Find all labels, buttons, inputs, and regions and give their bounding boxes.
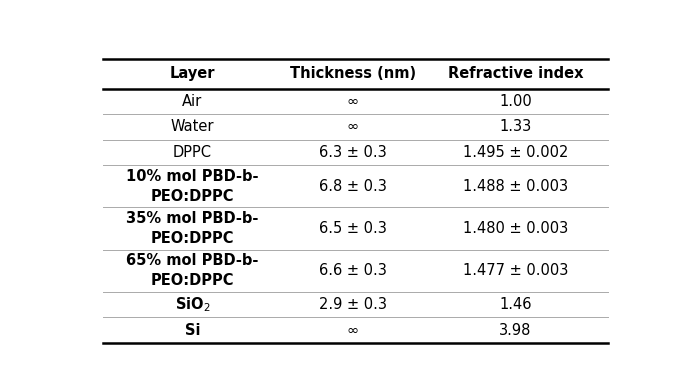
Text: Thickness (nm): Thickness (nm) [290,66,416,81]
Text: 65% mol PBD-b-
PEO:DPPC: 65% mol PBD-b- PEO:DPPC [126,253,258,288]
Text: DPPC: DPPC [173,145,212,160]
Text: 10% mol PBD-b-
PEO:DPPC: 10% mol PBD-b- PEO:DPPC [126,169,258,204]
Text: ∞: ∞ [346,119,359,134]
Text: ∞: ∞ [346,323,359,338]
Text: 1.495 ± 0.002: 1.495 ± 0.002 [463,145,568,160]
Text: 6.6 ± 0.3: 6.6 ± 0.3 [319,263,387,278]
Text: 2.9 ± 0.3: 2.9 ± 0.3 [319,297,387,312]
Text: ∞: ∞ [346,94,359,109]
Text: 1.477 ± 0.003: 1.477 ± 0.003 [463,263,568,278]
Text: 6.8 ± 0.3: 6.8 ± 0.3 [319,179,387,194]
Text: 1.46: 1.46 [499,297,532,312]
Text: Air: Air [182,94,202,109]
Text: 1.00: 1.00 [499,94,532,109]
Text: 3.98: 3.98 [499,323,532,338]
Text: 6.3 ± 0.3: 6.3 ± 0.3 [319,145,387,160]
Text: 1.33: 1.33 [500,119,532,134]
Text: SiO$_2$: SiO$_2$ [175,295,210,314]
Text: Water: Water [170,119,214,134]
Text: Layer: Layer [170,66,215,81]
Text: 35% mol PBD-b-
PEO:DPPC: 35% mol PBD-b- PEO:DPPC [126,211,258,246]
Text: 6.5 ± 0.3: 6.5 ± 0.3 [319,221,387,236]
Text: Refractive index: Refractive index [448,66,584,81]
Text: 1.488 ± 0.003: 1.488 ± 0.003 [463,179,568,194]
Text: Si: Si [184,323,200,338]
Text: 1.480 ± 0.003: 1.480 ± 0.003 [463,221,568,236]
